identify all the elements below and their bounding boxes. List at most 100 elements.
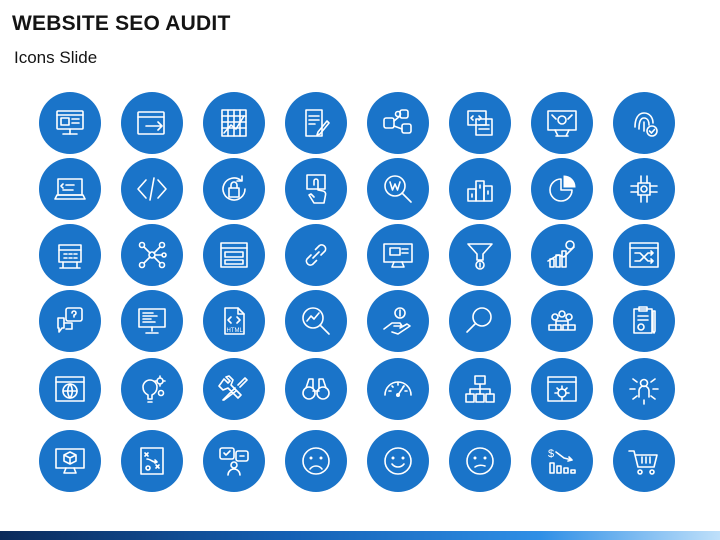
strategy-board-icon-glyph bbox=[134, 443, 170, 479]
binoculars-icon bbox=[285, 358, 347, 420]
seo-report-screen-icon bbox=[39, 92, 101, 154]
neutral-face-icon bbox=[449, 430, 511, 492]
team-people-icon bbox=[531, 290, 593, 352]
binoculars-icon-glyph bbox=[298, 371, 334, 407]
user-connections-icon bbox=[613, 358, 675, 420]
happy-face-icon bbox=[367, 430, 429, 492]
touch-click-icon-glyph bbox=[298, 171, 334, 207]
pie-chart-icon-glyph bbox=[544, 171, 580, 207]
idea-gears-icon-glyph bbox=[134, 371, 170, 407]
globe-browser-icon bbox=[39, 358, 101, 420]
server-window-icon bbox=[203, 224, 265, 286]
growth-bar-chart-icon-glyph bbox=[544, 237, 580, 273]
speedometer-icon-glyph bbox=[380, 371, 416, 397]
ranking-podium-icon-glyph bbox=[462, 171, 498, 207]
team-people-icon-glyph bbox=[544, 303, 580, 339]
analytics-magnifier-icon-glyph bbox=[298, 303, 334, 339]
shopping-cart-icon bbox=[613, 430, 675, 492]
growth-grid-chart-icon bbox=[203, 92, 265, 154]
svg-text:HTML: HTML bbox=[227, 328, 244, 334]
code-monitor-icon-glyph bbox=[134, 303, 170, 339]
globe-browser-icon-glyph bbox=[52, 371, 88, 407]
search-magnifier-icon bbox=[449, 290, 511, 352]
code-brackets-icon bbox=[121, 158, 183, 220]
building-board-icon-glyph bbox=[52, 237, 88, 273]
slide-title: WEBSITE SEO AUDIT bbox=[12, 12, 231, 35]
chip-processor-icon bbox=[613, 158, 675, 220]
strategy-board-icon bbox=[121, 430, 183, 492]
browser-settings-icon bbox=[531, 358, 593, 420]
server-window-icon-glyph bbox=[216, 237, 252, 273]
svg-text:$: $ bbox=[548, 448, 554, 460]
document-edit-icon-glyph bbox=[298, 105, 334, 141]
network-nodes-icon bbox=[121, 224, 183, 286]
shuffle-window-icon bbox=[613, 224, 675, 286]
social-media-network-icon bbox=[367, 92, 429, 154]
sad-face-icon-glyph bbox=[298, 443, 334, 479]
code-screens-icon bbox=[449, 92, 511, 154]
browser-settings-icon-glyph bbox=[544, 371, 580, 407]
laptop-code-icon bbox=[39, 158, 101, 220]
settings-tools-screen-icon-glyph bbox=[544, 105, 580, 141]
wrench-screwdriver-icon bbox=[203, 358, 265, 420]
social-feedback-icon-glyph bbox=[216, 443, 252, 479]
fingerprint-check-icon-glyph bbox=[626, 105, 662, 141]
chain-link-icon bbox=[285, 224, 347, 286]
neutral-face-icon-glyph bbox=[462, 443, 498, 479]
sitemap-hierarchy-icon bbox=[449, 358, 511, 420]
money-hand-icon bbox=[367, 290, 429, 352]
chat-question-icon bbox=[39, 290, 101, 352]
shuffle-window-icon-glyph bbox=[626, 237, 662, 273]
monitor-ad-icon-glyph bbox=[380, 237, 416, 273]
idea-gears-icon bbox=[121, 358, 183, 420]
wrench-screwdriver-icon-glyph bbox=[216, 371, 252, 407]
code-screens-icon-glyph bbox=[462, 105, 498, 141]
slide-subtitle: Icons Slide bbox=[14, 48, 98, 67]
settings-tools-screen-icon bbox=[531, 92, 593, 154]
chip-processor-icon-glyph bbox=[626, 171, 662, 207]
sales-funnel-icon bbox=[449, 224, 511, 286]
sitemap-hierarchy-icon-glyph bbox=[462, 371, 498, 407]
footer-gradient-bar bbox=[0, 531, 720, 540]
growth-grid-chart-icon-glyph bbox=[216, 105, 252, 141]
shopping-cart-icon-glyph bbox=[626, 443, 662, 479]
user-connections-icon-glyph bbox=[626, 371, 662, 407]
code-monitor-icon bbox=[121, 290, 183, 352]
browser-redirect-icon bbox=[121, 92, 183, 154]
clipboard-report-icon-glyph bbox=[626, 303, 662, 339]
analytics-magnifier-icon bbox=[285, 290, 347, 352]
search-magnifier-icon-glyph bbox=[462, 303, 498, 339]
monitor-ad-icon bbox=[367, 224, 429, 286]
money-hand-icon-glyph bbox=[380, 303, 416, 339]
growth-bar-chart-icon bbox=[531, 224, 593, 286]
building-board-icon bbox=[39, 224, 101, 286]
sales-funnel-icon-glyph bbox=[462, 237, 498, 273]
monitor-cube-icon-glyph bbox=[52, 443, 88, 479]
pie-chart-icon bbox=[531, 158, 593, 220]
seo-report-screen-icon-glyph bbox=[52, 105, 88, 141]
wikipedia-search-icon-glyph bbox=[380, 171, 416, 207]
browser-redirect-icon-glyph bbox=[134, 105, 170, 141]
refresh-lock-icon-glyph bbox=[216, 171, 252, 207]
html-file-icon: HTML bbox=[203, 290, 265, 352]
speedometer-icon bbox=[367, 358, 429, 420]
refresh-lock-icon bbox=[203, 158, 265, 220]
fingerprint-check-icon bbox=[613, 92, 675, 154]
touch-click-icon bbox=[285, 158, 347, 220]
network-nodes-icon-glyph bbox=[134, 237, 170, 273]
dollar-decline-icon: $ bbox=[531, 430, 593, 492]
document-edit-icon bbox=[285, 92, 347, 154]
code-brackets-icon-glyph bbox=[134, 171, 170, 207]
wikipedia-search-icon bbox=[367, 158, 429, 220]
clipboard-report-icon bbox=[613, 290, 675, 352]
social-feedback-icon bbox=[203, 430, 265, 492]
ranking-podium-icon bbox=[449, 158, 511, 220]
dollar-decline-icon-glyph: $ bbox=[548, 448, 580, 479]
chat-question-icon-glyph bbox=[52, 303, 88, 339]
happy-face-icon-glyph bbox=[380, 443, 416, 479]
chain-link-icon-glyph bbox=[298, 237, 334, 273]
monitor-cube-icon bbox=[39, 430, 101, 492]
social-media-network-icon-glyph bbox=[380, 105, 416, 141]
laptop-code-icon-glyph bbox=[52, 171, 88, 207]
